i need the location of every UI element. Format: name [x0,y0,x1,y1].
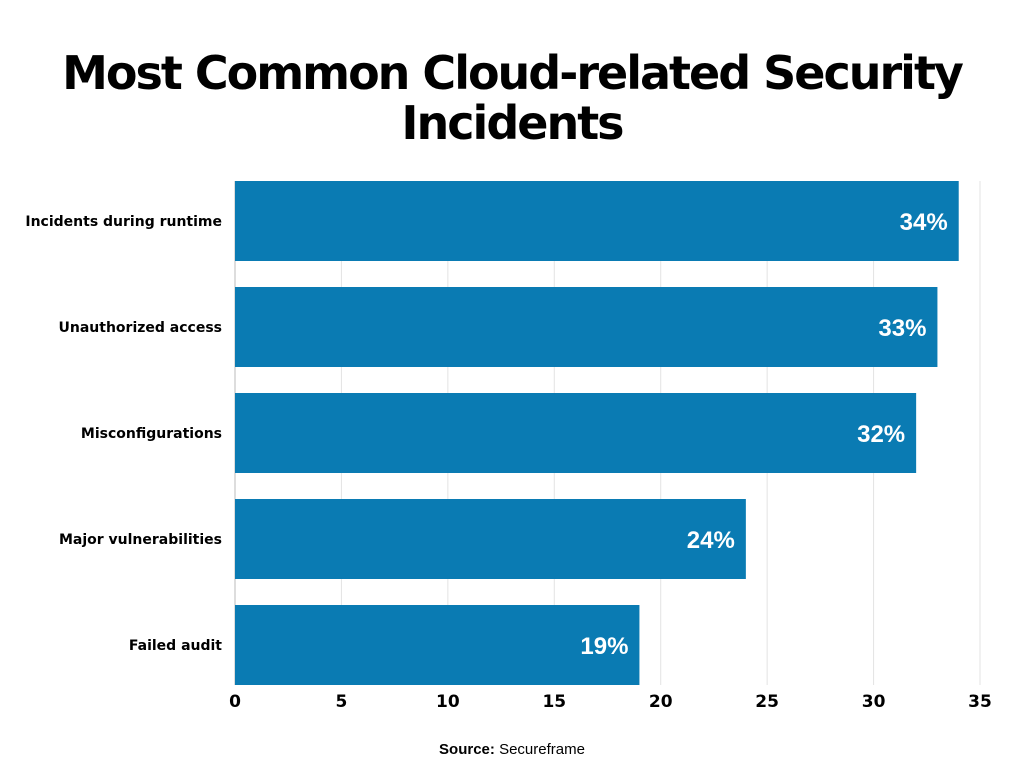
x-tick-label: 25 [755,692,779,712]
category-label: Failed audit [129,638,222,654]
bar [235,499,746,579]
source-value: Secureframe [499,741,585,758]
category-label: Unauthorized access [59,320,222,336]
data-label: 19% [580,633,628,660]
data-label: 24% [687,527,735,554]
x-tick-label: 5 [336,692,348,712]
bar [235,181,959,261]
bar [235,393,917,473]
source-note: Source: Secureframe [0,741,1024,758]
data-label: 34% [900,209,948,236]
chart-title: Most Common Cloud-related Security Incid… [62,46,964,150]
source-label: Source: [439,741,495,758]
category-label: Misconfigurations [81,426,222,442]
bar [235,287,938,367]
x-tick-label: 20 [649,692,673,712]
x-tick-label: 15 [542,692,566,712]
data-label: 33% [878,315,926,342]
bar [235,605,640,685]
category-label: Major vulnerabilities [59,532,222,548]
x-tick-label: 10 [436,692,460,712]
data-label: 32% [857,421,905,448]
x-tick-label: 0 [229,692,241,712]
x-tick-label: 30 [862,692,886,712]
x-tick-label: 35 [968,692,992,712]
category-label: Incidents during runtime [25,214,222,230]
